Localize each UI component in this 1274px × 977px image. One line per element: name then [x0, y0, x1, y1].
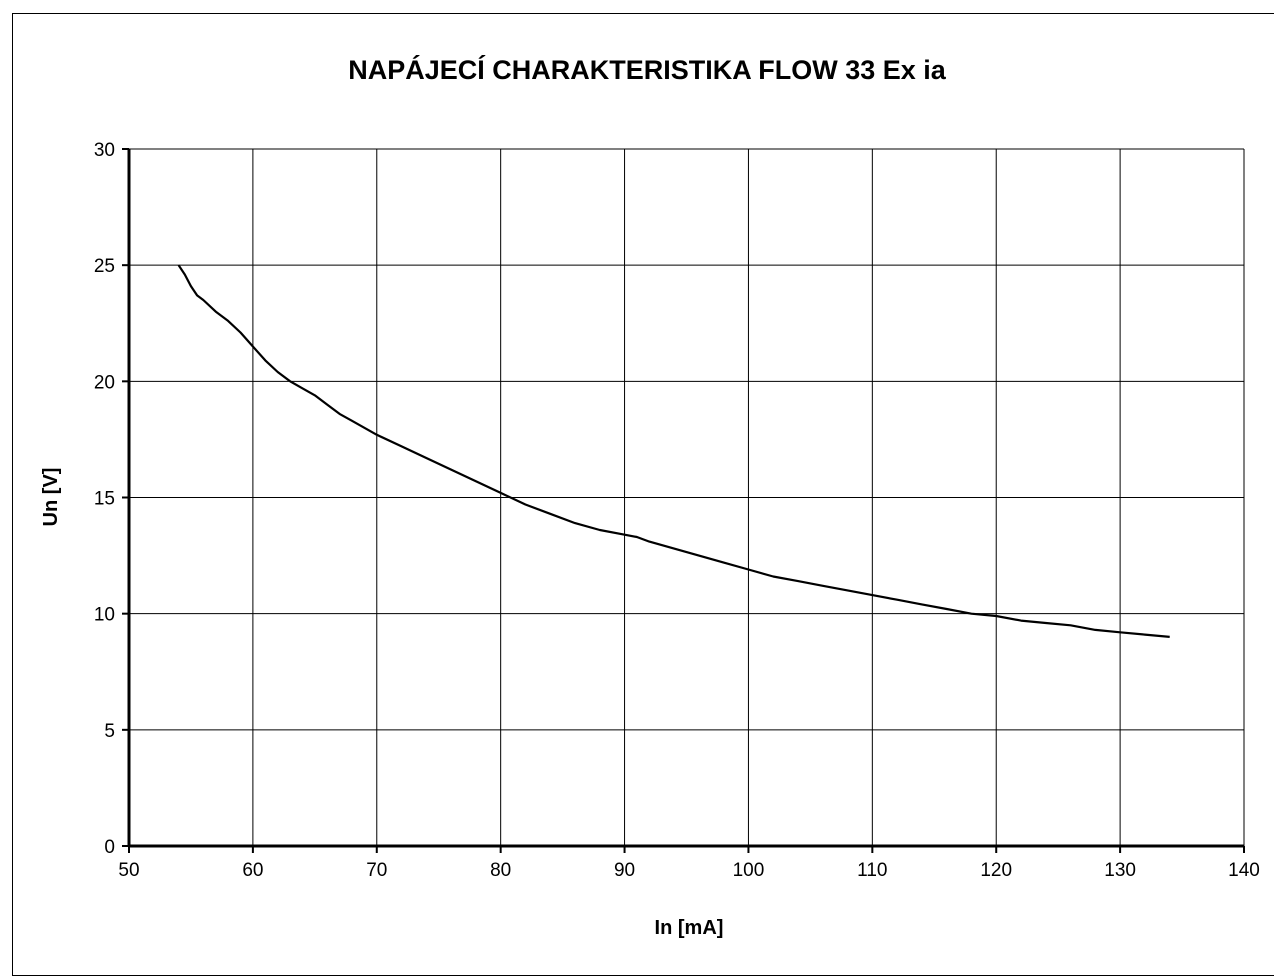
series-layer	[177, 264, 1170, 638]
x-tick-label: 80	[490, 860, 511, 881]
x-tick-label: 90	[614, 860, 635, 881]
series-line	[177, 264, 1170, 638]
x-tick-label: 70	[366, 860, 387, 881]
y-tick-label: 10	[94, 605, 115, 626]
y-tick-label: 25	[94, 256, 115, 277]
y-tick-label: 20	[94, 372, 115, 393]
ticks-layer: 50 60 70 80 90 100 110 120 130 140 0 5 10 15 20 25 30	[94, 140, 1260, 881]
x-axis-title: In [mA]	[655, 917, 724, 939]
chart-title: NAPÁJECÍ CHARAKTERISTIKA FLOW 33 Ex ia	[348, 54, 947, 85]
grid-layer	[129, 148, 1245, 846]
y-tick-label: 15	[94, 489, 115, 510]
x-tick-label: 140	[1228, 860, 1260, 881]
y-tick-label: 0	[104, 837, 115, 858]
x-tick-label: 60	[242, 860, 263, 881]
y-axis-title: Un [V]	[40, 468, 62, 527]
x-tick-label: 110	[857, 860, 887, 881]
x-tick-label: 130	[1104, 860, 1136, 881]
chart-frame: NAPÁJECÍ CHARAKTERISTIKA FLOW 33 Ex ia 5…	[12, 13, 1274, 976]
x-tick-label: 100	[733, 860, 765, 881]
x-tick-label: 50	[118, 860, 139, 881]
y-tick-label: 5	[104, 721, 115, 742]
chart-svg: NAPÁJECÍ CHARAKTERISTIKA FLOW 33 Ex ia 5…	[40, 54, 1260, 939]
x-tick-label: 120	[980, 860, 1012, 881]
y-tick-label: 30	[94, 140, 115, 161]
